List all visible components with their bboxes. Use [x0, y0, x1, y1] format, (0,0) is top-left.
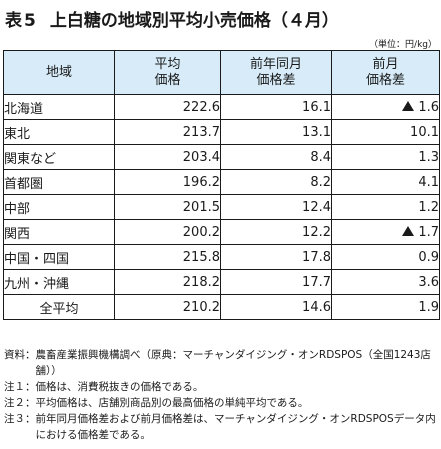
region-cell: 中国・四国	[3, 244, 115, 270]
region-cell: 関西	[3, 219, 115, 245]
avg-price-cell: 218.2	[114, 269, 221, 295]
yoy-diff-cell: 8.2	[220, 169, 332, 195]
mom-diff-value: 1.2	[418, 199, 439, 215]
negative-triangle-icon	[402, 100, 415, 111]
note-text: 前年同月価格差および前月価格差は、マーチャンダイジング・オンRDSPOSデータ内…	[35, 413, 436, 441]
header-mom-diff: 前月 価格差	[331, 50, 440, 95]
unit-note: （単位：円/kg）	[369, 40, 437, 50]
yoy-diff-cell: 12.2	[220, 219, 332, 245]
table-row: 全平均 210.2 14.6 1.9	[3, 294, 440, 320]
note-line: 注２： 平均価格は、店舗別商品別の最高価格の単純平均である。	[4, 395, 440, 411]
avg-price-cell: 213.7	[114, 119, 221, 145]
table-row: 関東など 203.4 8.4 1.3	[3, 144, 440, 170]
mom-diff-cell: 1.7	[331, 219, 440, 245]
table-number: 5	[24, 11, 36, 31]
avg-price-cell: 210.2	[114, 294, 221, 320]
region-cell: 全平均	[3, 294, 115, 320]
region-cell: 東北	[3, 119, 115, 145]
table-row: 中国・四国 215.8 17.8 0.9	[3, 244, 440, 270]
note-label: 注２：	[4, 397, 36, 409]
mom-diff-cell: 1.6	[331, 94, 440, 120]
mom-diff-value: 3.6	[418, 274, 439, 290]
note-line: 注１： 価格は、消費税抜きの価格である。	[4, 379, 440, 395]
header-avg-price: 平均 価格	[114, 50, 221, 95]
yoy-diff-cell: 14.6	[220, 294, 332, 320]
yoy-diff-cell: 16.1	[220, 94, 332, 120]
mom-diff-cell: 1.3	[331, 144, 440, 170]
yoy-diff-cell: 17.8	[220, 244, 332, 270]
avg-price-cell: 203.4	[114, 144, 221, 170]
note-label: 資料：	[4, 349, 36, 361]
mom-diff-value: 4.1	[418, 174, 439, 190]
table-row: 北海道 222.6 16.1 1.6	[3, 94, 440, 120]
note-label: 注３：	[4, 413, 36, 425]
region-cell: 首都圏	[3, 169, 115, 195]
yoy-diff-cell: 8.4	[220, 144, 332, 170]
mom-diff-cell: 4.1	[331, 169, 440, 195]
avg-price-cell: 222.6	[114, 94, 221, 120]
region-cell: 九州・沖縄	[3, 269, 115, 295]
header-region: 地域	[3, 50, 115, 95]
header-yoy-diff: 前年同月 価格差	[220, 50, 332, 95]
note-label: 注１：	[4, 381, 36, 393]
table-row: 東北 213.7 13.1 10.1	[3, 119, 440, 145]
mom-diff-value: 1.7	[418, 224, 439, 240]
avg-price-cell: 201.5	[114, 194, 221, 220]
note-text: 農畜産業振興機構調べ（原典：マーチャンダイジング・オンRDSPOS（全国1243…	[35, 349, 431, 377]
table-header-row: 地域 平均 価格 前年同月 価格差 前月 価格差	[3, 50, 440, 95]
yoy-diff-cell: 17.7	[220, 269, 332, 295]
mom-diff-cell: 0.9	[331, 244, 440, 270]
note-text: 価格は、消費税抜きの価格である。	[35, 381, 204, 393]
table-title-text: 上白糖の地域別平均小売価格（４月）	[49, 11, 339, 31]
yoy-diff-cell: 13.1	[220, 119, 332, 145]
mom-diff-cell: 1.9	[331, 294, 440, 320]
mom-diff-cell: 3.6	[331, 269, 440, 295]
note-line: 注３： 前年同月価格差および前月価格差は、マーチャンダイジング・オンRDSPOSデ…	[4, 411, 440, 443]
table-row: 中部 201.5 12.4 1.2	[3, 194, 440, 220]
avg-price-cell: 196.2	[114, 169, 221, 195]
mom-diff-cell: 10.1	[331, 119, 440, 145]
note-text: 平均価格は、店舗別商品別の最高価格の単純平均である。	[35, 397, 309, 409]
notes-section: 資料： 農畜産業振興機構調べ（原典：マーチャンダイジング・オンRDSPOS（全国1…	[4, 347, 440, 443]
region-cell: 北海道	[3, 94, 115, 120]
mom-diff-value: 10.1	[410, 124, 439, 140]
yoy-diff-cell: 12.4	[220, 194, 332, 220]
price-table: 地域 平均 価格 前年同月 価格差 前月 価格差 北海道 222.6 16.1 1.6 東北 2…	[3, 50, 440, 320]
region-cell: 中部	[3, 194, 115, 220]
mom-diff-value: 1.9	[418, 299, 439, 315]
table-title: 表 5 上白糖の地域別平均小売価格（４月）	[5, 6, 339, 31]
table-row: 九州・沖縄 218.2 17.7 3.6	[3, 269, 440, 295]
mom-diff-value: 0.9	[418, 249, 439, 265]
mom-diff-value: 1.6	[418, 99, 439, 115]
table-row: 関西 200.2 12.2 1.7	[3, 219, 440, 245]
table-row: 首都圏 196.2 8.2 4.1	[3, 169, 440, 195]
negative-triangle-icon	[402, 225, 415, 236]
region-cell: 関東など	[3, 144, 115, 170]
note-line: 資料： 農畜産業振興機構調べ（原典：マーチャンダイジング・オンRDSPOS（全国1…	[4, 347, 440, 379]
mom-diff-value: 1.3	[418, 149, 439, 165]
table-title-prefix: 表	[5, 11, 22, 31]
mom-diff-cell: 1.2	[331, 194, 440, 220]
table-body: 北海道 222.6 16.1 1.6 東北 213.7 13.1 10.1 関東など 203.4 8…	[3, 94, 440, 320]
avg-price-cell: 200.2	[114, 219, 221, 245]
avg-price-cell: 215.8	[114, 244, 221, 270]
